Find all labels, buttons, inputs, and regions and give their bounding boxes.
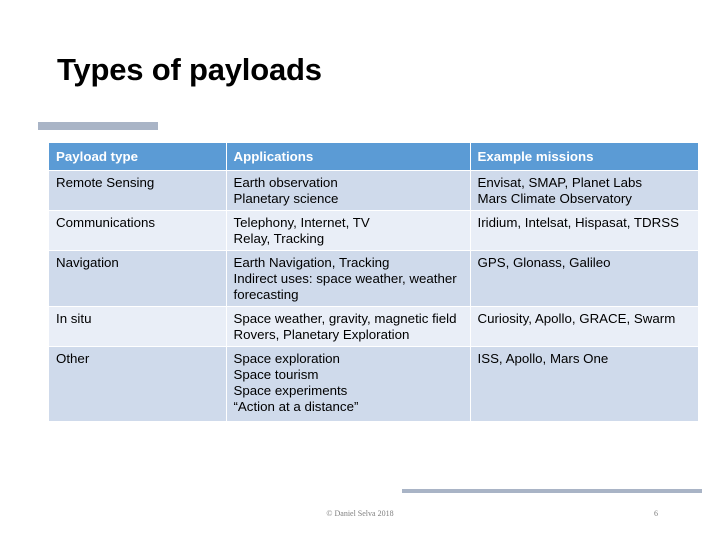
table-row: Remote Sensing Earth observation Planeta…	[49, 170, 698, 211]
payload-type-cell: Navigation	[49, 250, 227, 307]
title-accent-bar	[38, 122, 158, 130]
table-row: Navigation Earth Navigation, Tracking In…	[49, 250, 698, 307]
applications-cell: Space weather, gravity, magnetic field R…	[226, 306, 471, 347]
header-example-missions: Example missions	[470, 143, 698, 171]
missions-cell: Envisat, SMAP, Planet Labs Mars Climate …	[470, 170, 698, 211]
copyright-footer: © Daniel Selva 2018	[326, 509, 394, 518]
applications-cell: Earth observation Planetary science	[226, 170, 471, 211]
missions-cell: GPS, Glonass, Galileo	[470, 250, 698, 307]
payload-type-cell: In situ	[49, 306, 227, 347]
applications-cell: Telephony, Internet, TV Relay, Tracking	[226, 210, 471, 251]
table-header-row: Payload type Applications Example missio…	[49, 143, 698, 171]
slide-title: Types of payloads	[57, 52, 322, 87]
table-row: In situ Space weather, gravity, magnetic…	[49, 306, 698, 347]
header-applications: Applications	[226, 143, 471, 171]
payload-type-cell: Remote Sensing	[49, 170, 227, 211]
applications-cell: Earth Navigation, Tracking Indirect uses…	[226, 250, 471, 307]
missions-cell: Iridium, Intelsat, Hispasat, TDRSS	[470, 210, 698, 251]
table-row: Communications Telephony, Internet, TV R…	[49, 210, 698, 251]
header-payload-type: Payload type	[49, 143, 227, 171]
payload-types-table: Payload type Applications Example missio…	[49, 143, 698, 421]
applications-cell: Space exploration Space tourism Space ex…	[226, 346, 471, 421]
missions-cell: Curiosity, Apollo, GRACE, Swarm	[470, 306, 698, 347]
footer-accent-bar	[402, 489, 702, 493]
missions-cell: ISS, Apollo, Mars One	[470, 346, 698, 421]
page-number: 6	[654, 509, 658, 518]
table-row: Other Space exploration Space tourism Sp…	[49, 346, 698, 421]
payload-type-cell: Communications	[49, 210, 227, 251]
payload-type-cell: Other	[49, 346, 227, 421]
